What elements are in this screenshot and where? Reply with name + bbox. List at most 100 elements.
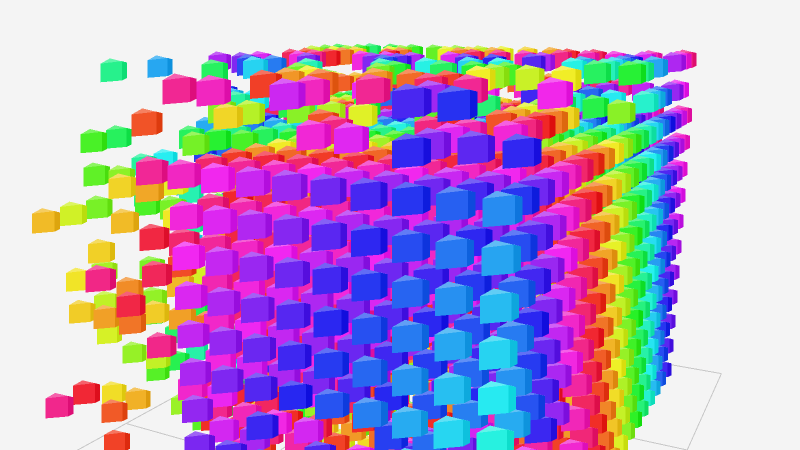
voxel-side-face bbox=[667, 362, 672, 378]
voxel-top-face bbox=[670, 105, 692, 110]
voxel-top-face bbox=[249, 50, 272, 56]
voxel-top-face bbox=[668, 132, 690, 137]
voxel-top-face bbox=[326, 96, 346, 101]
voxel-side-face bbox=[321, 51, 327, 68]
voxel-layer bbox=[32, 43, 697, 450]
voxel-side-face bbox=[687, 107, 692, 124]
voxel-top-face bbox=[334, 99, 355, 104]
voxel-side-face bbox=[668, 296, 673, 313]
voxel-top-face bbox=[662, 135, 685, 141]
voxel-side-face bbox=[673, 289, 678, 305]
voxel-top-face bbox=[391, 47, 412, 52]
voxel-top-face bbox=[484, 46, 505, 51]
voxel-top-face bbox=[376, 108, 399, 113]
voxel-top-face bbox=[497, 102, 519, 107]
voxel-top-face bbox=[297, 47, 318, 52]
voxel-top-face bbox=[660, 163, 683, 168]
voxel-side-face bbox=[692, 51, 697, 68]
grid-line bbox=[686, 373, 722, 450]
voxel-side-face bbox=[662, 304, 667, 321]
voxel-side-face bbox=[336, 50, 341, 66]
voxel-side-face bbox=[658, 285, 663, 302]
voxel-top-face bbox=[605, 50, 628, 56]
voxel-side-face bbox=[644, 400, 649, 417]
voxel-top-face bbox=[319, 48, 341, 53]
voxel-top-face bbox=[333, 73, 355, 78]
voxel-front-face bbox=[425, 46, 442, 62]
voxel-top-face bbox=[550, 49, 573, 54]
voxel-top-face bbox=[633, 51, 657, 56]
voxel-top-face bbox=[488, 49, 511, 54]
voxel-side-face bbox=[680, 137, 685, 155]
voxel-side-face bbox=[650, 320, 655, 338]
voxel-side-face bbox=[662, 230, 667, 248]
voxel-top-face bbox=[304, 49, 327, 54]
voxel-front-face bbox=[185, 343, 204, 362]
voxel-side-face bbox=[664, 346, 669, 362]
voxel-top-face bbox=[325, 45, 345, 50]
voxel-top-face bbox=[440, 51, 463, 56]
voxel-side-face bbox=[683, 161, 688, 177]
voxel-side-face bbox=[670, 271, 675, 287]
voxel-top-face bbox=[281, 48, 304, 53]
voxel-top-face bbox=[666, 159, 688, 164]
voxel-top-face bbox=[541, 73, 562, 78]
voxel-side-face bbox=[679, 213, 684, 230]
voxel-side-face bbox=[668, 224, 673, 241]
voxel-top-face bbox=[317, 44, 337, 49]
voxel-side-face bbox=[670, 197, 675, 214]
voxel-side-face bbox=[675, 264, 680, 280]
voxel-top-face bbox=[463, 48, 485, 54]
voxel-top-face bbox=[347, 71, 367, 76]
voxel-side-face bbox=[671, 314, 676, 330]
voxel-side-face bbox=[666, 321, 671, 338]
voxel-top-face bbox=[449, 47, 471, 52]
voxel-top-face bbox=[392, 44, 413, 49]
voxel-top-face bbox=[404, 44, 423, 48]
voxel-side-face bbox=[677, 112, 682, 130]
voxel-top-face bbox=[331, 91, 350, 95]
voxel-top-face bbox=[577, 50, 600, 55]
voxel-top-face bbox=[517, 46, 538, 51]
voxel-top-face bbox=[447, 44, 468, 49]
voxel-side-face bbox=[681, 187, 686, 204]
voxel-top-face bbox=[654, 167, 677, 172]
voxel-side-face bbox=[672, 169, 677, 187]
voxel-top-face bbox=[646, 200, 670, 205]
voxel-side-face bbox=[676, 192, 681, 209]
voxel-top-face bbox=[338, 44, 358, 49]
voxel-side-face bbox=[509, 47, 514, 63]
voxel-side-face bbox=[656, 380, 661, 396]
voxel-side-face bbox=[654, 338, 659, 355]
voxel-top-face bbox=[333, 47, 354, 52]
voxel-top-face bbox=[506, 99, 528, 104]
voxel-side-face bbox=[656, 312, 661, 329]
voxel-side-face bbox=[678, 165, 683, 182]
voxel-side-face bbox=[637, 411, 643, 428]
voxel-top-face bbox=[343, 89, 362, 93]
voxel-side-face bbox=[662, 371, 667, 387]
voxel-side-face bbox=[677, 239, 682, 255]
voxel-side-face bbox=[682, 110, 687, 127]
voxel-top-face bbox=[338, 94, 358, 98]
voxel-side-face bbox=[648, 347, 653, 365]
voxel-side-face bbox=[666, 251, 671, 268]
voxel-top-face bbox=[346, 46, 367, 51]
voxel-side-face bbox=[687, 53, 692, 70]
voxel-top-face bbox=[542, 46, 563, 51]
voxel-top-face bbox=[514, 50, 537, 55]
voxel-side-face bbox=[674, 141, 680, 158]
voxel-side-face bbox=[674, 219, 679, 235]
voxel-top-face bbox=[289, 50, 312, 55]
voxel-side-face bbox=[652, 364, 657, 381]
voxel-side-face bbox=[664, 202, 670, 220]
voxel-side-face bbox=[669, 338, 674, 354]
voxel-top-face bbox=[330, 43, 349, 48]
voxel-side-face bbox=[646, 374, 651, 391]
voxel-side-face bbox=[685, 134, 690, 151]
voxel-side-face bbox=[672, 245, 677, 261]
voxel-side-face bbox=[664, 278, 669, 295]
voxel-top-face bbox=[425, 44, 445, 49]
